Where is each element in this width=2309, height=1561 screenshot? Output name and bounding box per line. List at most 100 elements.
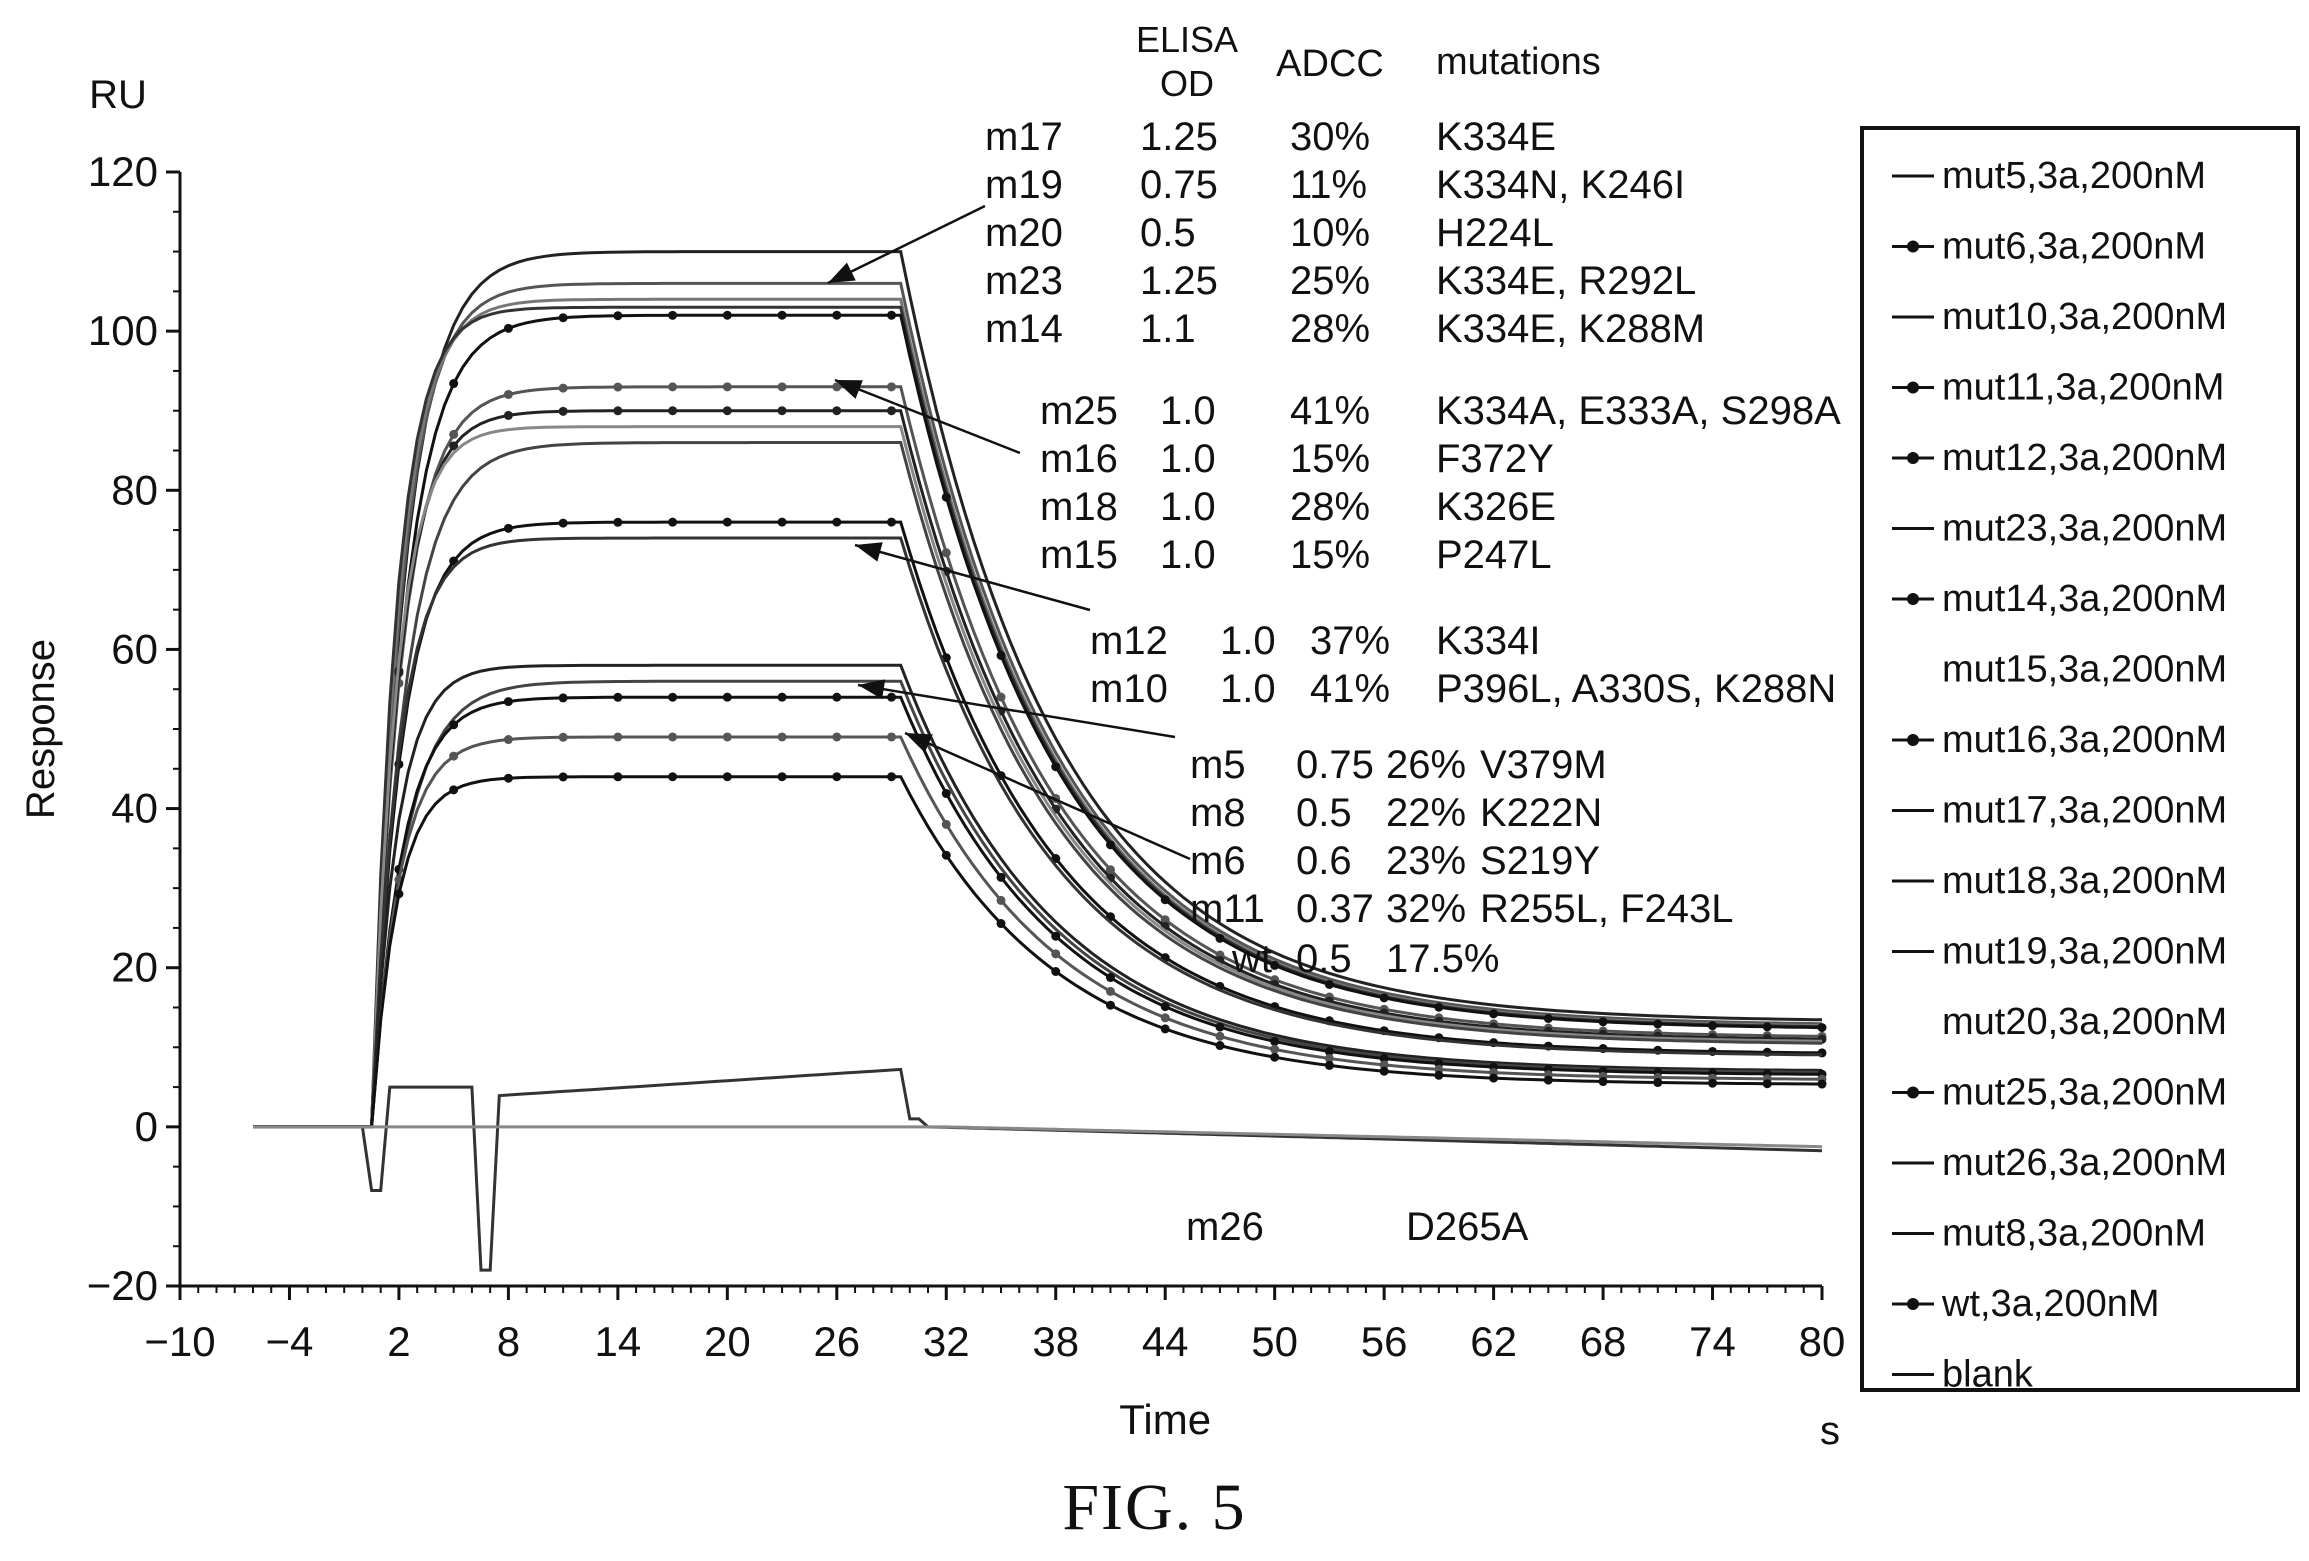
series-point: [832, 772, 842, 782]
y-tick-label: 0: [135, 1103, 158, 1150]
series-point: [668, 732, 678, 742]
series-point: [1598, 1077, 1608, 1087]
annotation-adcc: 22%: [1386, 791, 1466, 835]
series-point: [887, 310, 897, 320]
series-point: [832, 310, 842, 320]
annotation-adcc: 17.5%: [1386, 937, 1499, 981]
leader-arrowhead: [905, 733, 933, 753]
y-axis-unit: RU: [89, 73, 147, 117]
annotation-mutations: S219Y: [1480, 839, 1600, 883]
series-point: [1489, 1009, 1499, 1019]
axes: −10 −4 2 8 14 20 26 32 38 44 50 56 62 68 74 80 −20 0 20 40 6…: [19, 73, 1845, 1453]
x-tick-label: 26: [813, 1318, 860, 1365]
series-point: [1270, 960, 1280, 970]
series-point: [832, 406, 842, 416]
x-tick-label: 50: [1251, 1318, 1298, 1365]
y-tick-label: −20: [87, 1262, 158, 1309]
series-point: [558, 693, 568, 703]
x-tick-label: 14: [595, 1318, 642, 1365]
annotation-mutations: K334E, R292L: [1436, 259, 1696, 303]
x-tick-label: −10: [144, 1318, 215, 1365]
annotation-elisa: 1.0: [1160, 437, 1216, 481]
series-point: [722, 517, 732, 527]
legend-label: mut17,3a,200nM: [1942, 790, 2227, 832]
annotation-elisa: 0.37: [1296, 887, 1374, 931]
series-point: [503, 389, 513, 399]
annotation-elisa: 0.75: [1296, 743, 1374, 787]
x-tick-label: 56: [1361, 1318, 1408, 1365]
series-point: [503, 697, 513, 707]
legend-label: mut26,3a,200nM: [1942, 1142, 2227, 1184]
legend-marker: [1907, 381, 1919, 394]
annotation-id: m8: [1190, 791, 1246, 835]
annotation-mutations: K334I: [1436, 619, 1541, 663]
series-point: [832, 692, 842, 702]
annotation-mutations: K334E, K288M: [1436, 307, 1705, 351]
annotation-id: m26: [1186, 1205, 1264, 1249]
legend-label: mut25,3a,200nM: [1942, 1072, 2227, 1114]
legend-marker: [1907, 240, 1919, 253]
series-point: [613, 692, 623, 702]
annotation-adcc: 41%: [1310, 667, 1390, 711]
figure-caption: FIG. 5: [1062, 1471, 1247, 1544]
legend-label: mut19,3a,200nM: [1942, 931, 2227, 973]
series-point: [613, 772, 623, 782]
y-tick-label: 80: [111, 466, 158, 513]
series-point: [1270, 1052, 1280, 1062]
legend-label: mut8,3a,200nM: [1942, 1213, 2206, 1255]
series-point: [1051, 762, 1061, 772]
annotation-mutations: K222N: [1480, 791, 1602, 835]
series-point: [668, 692, 678, 702]
x-tick-label: 32: [923, 1318, 970, 1365]
legend: mut5,3a,200nM mut6,3a,200nM mut10,3a,200nM…: [1860, 126, 2300, 1396]
leader-line: [904, 731, 1191, 861]
annotation-elisa: 1.0: [1160, 485, 1216, 529]
leader-line: [827, 204, 986, 285]
series-line: [253, 679, 1823, 1129]
annotation-mutations: F372Y: [1436, 437, 1554, 481]
series-point: [1324, 1060, 1334, 1070]
series-point: [722, 406, 732, 416]
annotation-id: m6: [1190, 839, 1246, 883]
series-point: [722, 382, 732, 392]
annotation-id: m15: [1040, 533, 1118, 577]
annotation-elisa: 1.0: [1220, 619, 1276, 663]
annotation-elisa: 0.5: [1140, 211, 1196, 255]
legend-label: mut15,3a,200nM: [1942, 649, 2227, 691]
series-point: [1762, 1079, 1772, 1089]
series-point: [1543, 1013, 1553, 1023]
series-point: [887, 382, 897, 392]
series-point: [1215, 933, 1225, 943]
series-point: [558, 518, 568, 528]
annotation-elisa: 1.1: [1140, 307, 1196, 351]
series-point: [1489, 1073, 1499, 1083]
series-point: [1105, 1000, 1115, 1010]
series-point: [1817, 1023, 1827, 1033]
annotation-mutations: R255L, F243L: [1480, 887, 1734, 931]
annotation-mutations: K334E: [1436, 115, 1556, 159]
series-point: [1324, 979, 1334, 989]
series-point: [503, 410, 513, 420]
series-point: [449, 379, 459, 389]
y-tick-label: 100: [88, 307, 158, 354]
annotation-adcc: 10%: [1290, 211, 1370, 255]
series-point: [887, 732, 897, 742]
x-tick-label: 74: [1689, 1318, 1736, 1365]
annotation-elisa: 1.25: [1140, 115, 1218, 159]
series-point: [777, 310, 787, 320]
series-point: [887, 406, 897, 416]
series-point: [1105, 840, 1115, 850]
annotation-adcc: 30%: [1290, 115, 1370, 159]
legend-label: blank: [1942, 1354, 2034, 1396]
annotation-adcc: 11%: [1290, 163, 1367, 207]
x-tick-label: 68: [1580, 1318, 1627, 1365]
series-point: [613, 732, 623, 742]
legend-label: mut23,3a,200nM: [1942, 508, 2227, 550]
y-tick-label: 60: [111, 625, 158, 672]
series-point: [777, 772, 787, 782]
series-point: [1105, 865, 1115, 875]
annotation-mutations: P247L: [1436, 533, 1552, 577]
annotation-mutations: K334A, E333A, S298A: [1436, 389, 1841, 433]
series-point: [777, 692, 787, 702]
series-point: [1215, 1041, 1225, 1051]
